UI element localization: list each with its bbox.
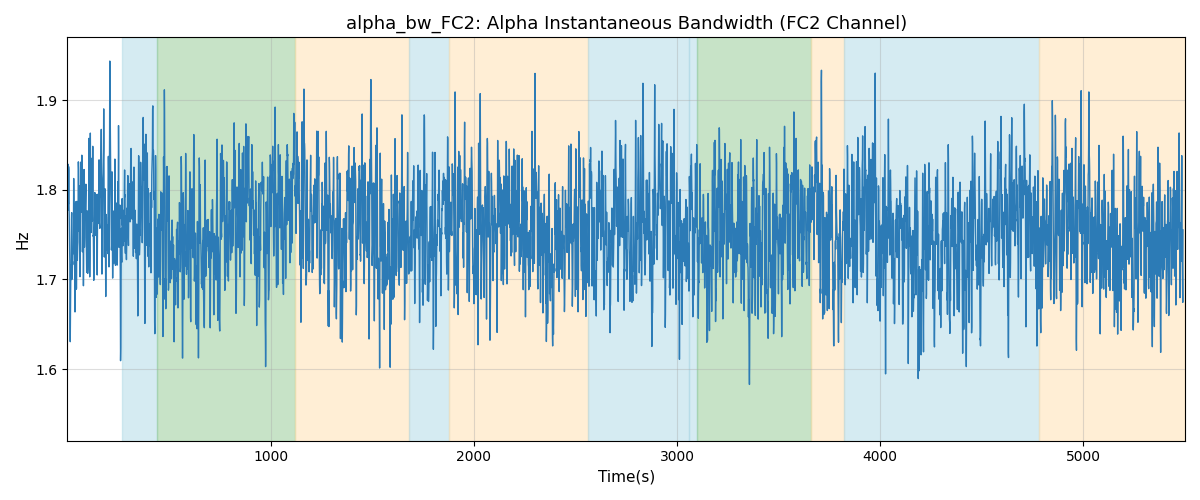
Bar	[157, 38, 295, 440]
Bar	[588, 38, 689, 440]
Bar	[409, 38, 450, 440]
X-axis label: Time(s): Time(s)	[598, 470, 655, 485]
Bar	[844, 38, 1039, 440]
Bar	[811, 38, 844, 440]
Bar	[697, 38, 811, 440]
Bar	[122, 38, 157, 440]
Title: alpha_bw_FC2: Alpha Instantaneous Bandwidth (FC2 Channel): alpha_bw_FC2: Alpha Instantaneous Bandwi…	[346, 15, 907, 34]
Y-axis label: Hz: Hz	[16, 230, 30, 249]
Bar	[295, 38, 409, 440]
Bar	[450, 38, 588, 440]
Bar	[689, 38, 697, 440]
Bar	[1039, 38, 1184, 440]
